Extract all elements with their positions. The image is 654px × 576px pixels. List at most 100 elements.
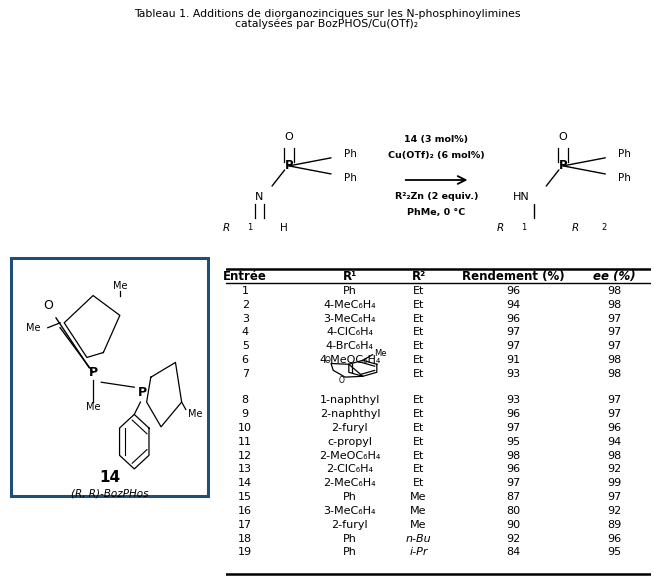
Text: 8: 8: [242, 395, 249, 406]
Text: P: P: [88, 366, 97, 379]
Text: R²₂Zn (2 equiv.): R²₂Zn (2 equiv.): [395, 192, 478, 200]
Text: 14: 14: [238, 478, 252, 488]
Text: Ph: Ph: [344, 149, 356, 159]
Text: 97: 97: [608, 395, 622, 406]
Text: Ph: Ph: [618, 149, 631, 159]
FancyArrowPatch shape: [405, 176, 466, 184]
Text: 94: 94: [506, 300, 521, 310]
Text: Rendement (%): Rendement (%): [462, 270, 564, 283]
Text: Me: Me: [410, 506, 427, 516]
Text: Et: Et: [413, 437, 424, 447]
Text: 96: 96: [506, 409, 521, 419]
Text: 6: 6: [242, 355, 249, 365]
Text: O: O: [284, 132, 293, 142]
Text: N: N: [255, 192, 264, 202]
Text: 4: 4: [242, 327, 249, 338]
Text: 97: 97: [608, 341, 622, 351]
Text: Et: Et: [413, 300, 424, 310]
Text: 87: 87: [506, 492, 521, 502]
Text: Et: Et: [413, 313, 424, 324]
Text: 15: 15: [238, 492, 252, 502]
Text: 97: 97: [506, 327, 521, 338]
Text: 96: 96: [506, 313, 521, 324]
Text: 98: 98: [608, 369, 622, 379]
Text: 95: 95: [608, 547, 622, 558]
Text: Me: Me: [86, 402, 100, 412]
Text: 92: 92: [608, 506, 622, 516]
Text: H: H: [281, 223, 288, 233]
Text: O: O: [339, 376, 345, 385]
Text: 97: 97: [608, 327, 622, 338]
Text: 2-ClC₆H₄: 2-ClC₆H₄: [326, 464, 373, 475]
Text: i-Pr: i-Pr: [409, 547, 428, 558]
Text: 2-furyl: 2-furyl: [332, 423, 368, 433]
Text: Ph: Ph: [343, 286, 357, 296]
Text: 97: 97: [506, 423, 521, 433]
Text: Et: Et: [413, 478, 424, 488]
Text: 98: 98: [608, 450, 622, 461]
Text: R: R: [572, 223, 579, 233]
Text: 1: 1: [242, 286, 249, 296]
Text: 7: 7: [242, 369, 249, 379]
Text: 93: 93: [506, 395, 521, 406]
Text: 2-MeOC₆H₄: 2-MeOC₆H₄: [319, 450, 381, 461]
Text: 97: 97: [608, 492, 622, 502]
Text: 2-naphthyl: 2-naphthyl: [320, 409, 380, 419]
Text: 94: 94: [608, 437, 622, 447]
FancyBboxPatch shape: [10, 259, 209, 496]
Text: R: R: [222, 223, 230, 233]
Text: Ph: Ph: [344, 173, 356, 183]
Text: 13: 13: [238, 464, 252, 475]
Text: 90: 90: [506, 520, 521, 530]
Text: 92: 92: [506, 533, 521, 544]
Text: 4-MeC₆H₄: 4-MeC₆H₄: [324, 300, 376, 310]
Text: Et: Et: [413, 327, 424, 338]
Text: n-Bu: n-Bu: [405, 533, 432, 544]
Text: Et: Et: [413, 355, 424, 365]
Text: Ph: Ph: [618, 173, 631, 183]
Text: 1: 1: [521, 223, 526, 233]
Text: 96: 96: [608, 423, 622, 433]
Text: 14 (3 mol%): 14 (3 mol%): [404, 135, 469, 144]
Text: P: P: [284, 160, 293, 172]
Text: O: O: [325, 356, 331, 365]
Text: 12: 12: [238, 450, 252, 461]
Text: 99: 99: [608, 478, 622, 488]
Text: P: P: [138, 386, 147, 399]
Text: PhMe, 0 °C: PhMe, 0 °C: [407, 208, 466, 217]
Text: Et: Et: [413, 395, 424, 406]
Text: 17: 17: [238, 520, 252, 530]
Text: 95: 95: [506, 437, 521, 447]
Text: 1: 1: [247, 223, 252, 233]
Text: 97: 97: [506, 341, 521, 351]
Text: 19: 19: [238, 547, 252, 558]
Text: 80: 80: [506, 506, 521, 516]
Text: Et: Et: [413, 286, 424, 296]
Text: 97: 97: [506, 478, 521, 488]
Text: HN: HN: [513, 192, 529, 202]
Text: 5: 5: [242, 341, 249, 351]
Text: 93: 93: [506, 369, 521, 379]
Text: (R, R)-BozPHos: (R, R)-BozPHos: [71, 488, 148, 499]
Text: 11: 11: [238, 437, 252, 447]
Text: 97: 97: [608, 409, 622, 419]
Text: 1-naphthyl: 1-naphthyl: [320, 395, 380, 406]
Text: 4-BrC₆H₄: 4-BrC₆H₄: [326, 341, 374, 351]
Text: 4-ClC₆H₄: 4-ClC₆H₄: [326, 327, 373, 338]
Text: 96: 96: [506, 464, 521, 475]
Text: Cu(OTf)₂ (6 mol%): Cu(OTf)₂ (6 mol%): [388, 151, 485, 160]
Text: 2: 2: [242, 300, 249, 310]
Text: Et: Et: [413, 450, 424, 461]
Text: R¹: R¹: [343, 270, 357, 283]
Text: 3-MeC₆H₄: 3-MeC₆H₄: [324, 506, 376, 516]
Text: 4-MeOC₆H₄: 4-MeOC₆H₄: [319, 355, 381, 365]
Text: 98: 98: [608, 355, 622, 365]
Text: Me: Me: [112, 281, 127, 291]
Text: O: O: [559, 132, 568, 142]
Text: 98: 98: [506, 450, 521, 461]
Text: Et: Et: [413, 341, 424, 351]
Text: ee (%): ee (%): [593, 270, 636, 283]
Text: 98: 98: [608, 300, 622, 310]
Text: 84: 84: [506, 547, 521, 558]
Text: Me: Me: [26, 323, 41, 333]
